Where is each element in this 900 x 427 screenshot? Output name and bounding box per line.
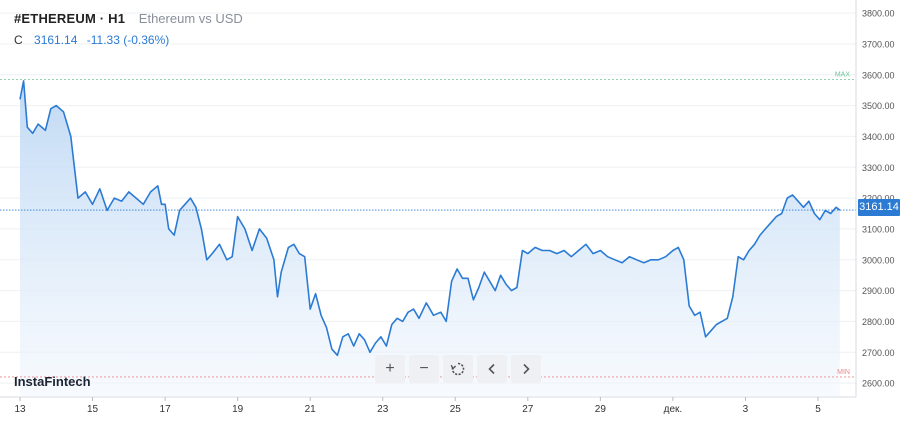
y-tick-label: 3100.00: [862, 224, 895, 234]
x-tick-label: 29: [595, 404, 607, 415]
x-axis: 13 15 17 19 21 23 25 27 29 дек. 3 5: [0, 396, 856, 415]
y-axis: 3800.00 3700.00 3600.00 3500.00 3400.00 3300.…: [855, 0, 895, 397]
price-area: [20, 80, 840, 397]
price-series-line: [19, 80, 841, 357]
reset-button[interactable]: [443, 355, 473, 383]
x-tick-label: 21: [305, 404, 317, 415]
y-tick-label: 2700.00: [862, 348, 895, 358]
y-tick-label: 3800.00: [862, 9, 895, 19]
y-tick-label: 3300.00: [862, 163, 895, 173]
price-change: -11.33 (-0.36%): [86, 33, 170, 47]
x-tick-label: 19: [232, 404, 244, 415]
x-tick-label: 13: [14, 404, 26, 415]
x-tick-label: 17: [160, 404, 172, 415]
y-tick-label: 2800.00: [862, 317, 895, 327]
x-tick-label: 25: [450, 404, 462, 415]
y-tick-label: 3500.00: [862, 101, 895, 111]
y-tick-label: 3700.00: [862, 39, 895, 49]
y-tick-label: 3400.00: [862, 132, 895, 142]
zoom-out-button[interactable]: −: [409, 355, 439, 383]
quote-row: C 3161.14 -11.33 (-0.36%): [14, 33, 169, 47]
y-tick-label: 2600.00: [862, 379, 895, 389]
last-price: 3161.14: [34, 33, 78, 47]
zoom-in-button[interactable]: +: [375, 355, 405, 383]
chevron-right-icon: [523, 363, 530, 375]
x-tick-label: 23: [377, 404, 389, 415]
last-price-tag: 3161.14: [858, 199, 900, 216]
min-label: MIN: [837, 369, 850, 376]
brand-logo: InstaFintech: [14, 374, 91, 389]
y-tick-label: 2900.00: [862, 286, 895, 296]
max-label: MAX: [835, 71, 851, 78]
chart-header: #ETHEREUM · H1 Ethereum vs USD: [14, 11, 243, 26]
y-tick-label: 3600.00: [862, 70, 895, 80]
reset-icon: [450, 362, 465, 376]
chevron-left-icon: [488, 363, 495, 375]
minus-icon: −: [419, 360, 429, 377]
quote-label: C: [14, 33, 23, 47]
x-tick-label: 15: [87, 404, 99, 415]
forward-button[interactable]: [511, 355, 541, 383]
x-tick-label: 27: [522, 404, 534, 415]
symbol-subtitle: Ethereum vs USD: [138, 11, 243, 26]
x-tick-label: дек.: [664, 404, 683, 415]
y-tick-label: 3200.00: [862, 194, 895, 204]
x-tick-label: 3: [743, 404, 749, 415]
symbol-title: #ETHEREUM · H1: [14, 11, 126, 26]
plus-icon: +: [385, 360, 395, 377]
x-tick-label: 5: [815, 404, 821, 415]
chart-toolbar: + −: [375, 355, 541, 383]
y-tick-label: 3000.00: [862, 255, 895, 265]
back-button[interactable]: [477, 355, 507, 383]
